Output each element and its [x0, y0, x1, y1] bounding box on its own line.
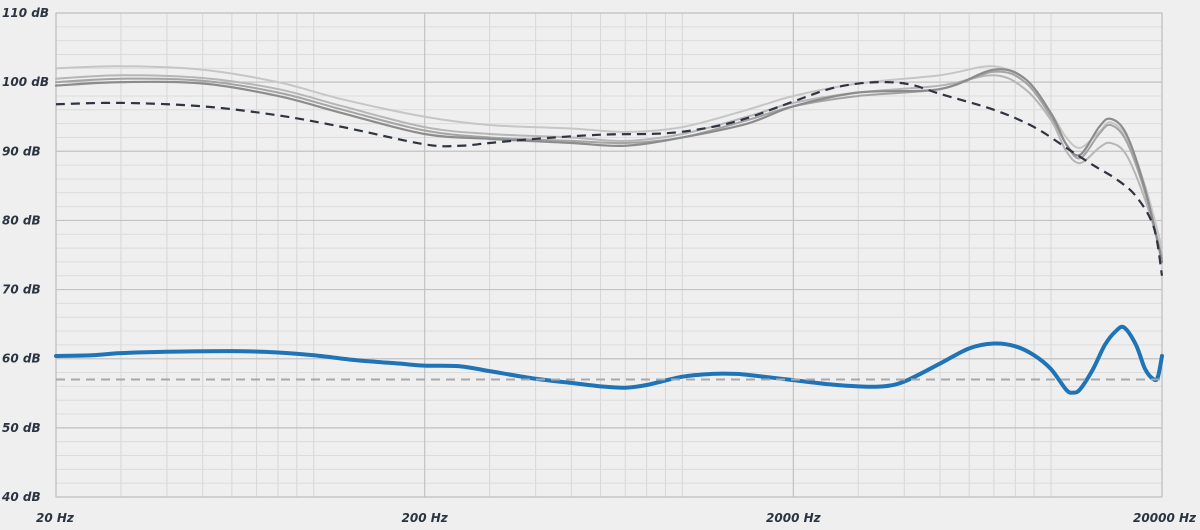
y-tick-label: 100 dB: [2, 75, 49, 89]
y-tick-label: 40 dB: [1, 490, 41, 504]
y-tick-label: 110 dB: [2, 6, 49, 20]
y-tick-label: 90 dB: [2, 144, 41, 158]
series-line-2: [55, 74, 1163, 256]
y-tick-label: 50 dB: [2, 421, 41, 435]
grid: [55, 12, 1163, 498]
y-tick-label: 70 dB: [2, 283, 41, 297]
series-line-6: [54, 324, 1164, 395]
x-tick-label: 2000 Hz: [766, 511, 822, 525]
series-layer: [54, 65, 1164, 395]
series-line-1: [55, 65, 1163, 250]
plot-background: [56, 13, 1162, 497]
x-tick-label: 20000 Hz: [1133, 511, 1197, 525]
y-tick-label: 80 dB: [2, 213, 41, 227]
x-tick-label: 200 Hz: [402, 511, 449, 525]
y-tick-label: 60 dB: [2, 352, 41, 366]
x-tick-label: 20 Hz: [36, 511, 75, 525]
axis-labels: 110 dB 100 dB 90 dB 80 dB 70 dB 60 dB 50 dB 40 …: [1, 6, 1197, 525]
series-line-5: [55, 80, 1164, 276]
series-line-4: [54, 68, 1164, 264]
